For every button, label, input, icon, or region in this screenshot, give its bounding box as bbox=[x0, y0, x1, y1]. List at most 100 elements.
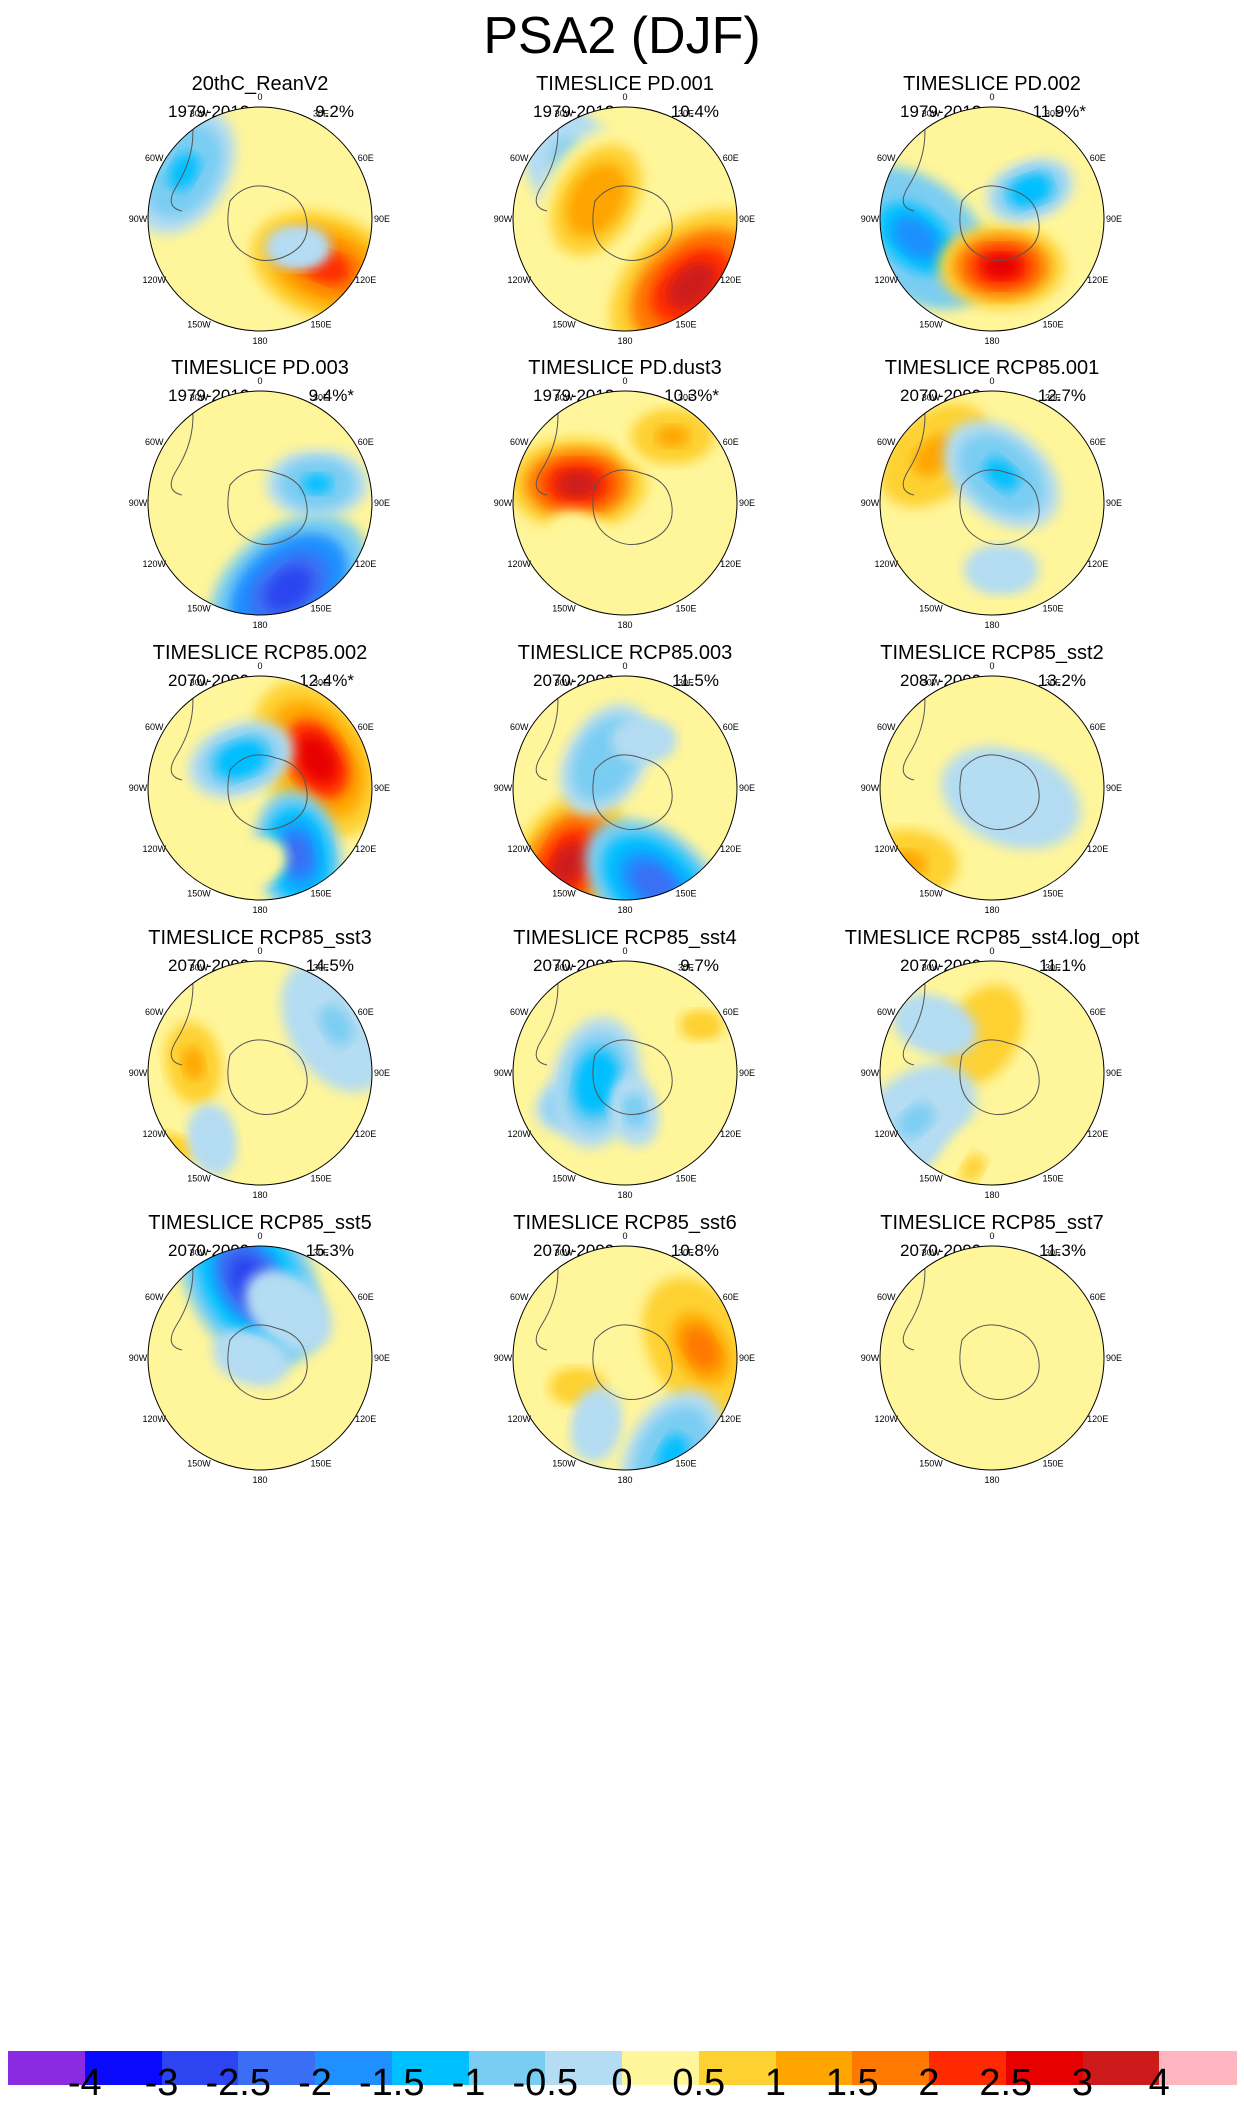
longitude-label: 90E bbox=[374, 783, 390, 793]
anomaly-contour bbox=[687, 1016, 715, 1035]
map-boundary bbox=[879, 106, 1105, 332]
coastline bbox=[902, 962, 926, 1066]
polar-map: 0 30E 60E 90E 120E 150E 180 150W 120W 90W 60W 30W bbox=[129, 946, 390, 1200]
longitude-label: 150E bbox=[1042, 889, 1063, 899]
longitude-label: 150W bbox=[919, 1174, 943, 1184]
longitude-label: 0 bbox=[257, 376, 262, 386]
longitude-label: 30W bbox=[555, 677, 574, 687]
anomaly-contour bbox=[582, 1062, 610, 1103]
map-boundary bbox=[512, 390, 738, 616]
longitude-label: 180 bbox=[617, 620, 632, 630]
anomaly-contour bbox=[667, 262, 717, 309]
colorbar-swatch bbox=[545, 2051, 623, 2085]
longitude-label: 120W bbox=[508, 1129, 532, 1139]
longitude-label: 60W bbox=[510, 1292, 529, 1302]
map-panel: TIMESLICE RCP85_sst2 2087-2099 13.2% 0 30E 60… bbox=[792, 641, 1192, 1041]
polar-map: 0 30E 60E 90E 120E 150E 180 150W 120W 90W 60W 30W bbox=[861, 1231, 1122, 1485]
longitude-label: 30W bbox=[190, 962, 209, 972]
anomaly-contour bbox=[550, 842, 586, 886]
panel-title: TIMESLICE RCP85_sst4 bbox=[513, 927, 737, 949]
longitude-label: 30W bbox=[922, 962, 941, 972]
colorbar-tick-label: 0.5 bbox=[672, 2062, 726, 2104]
colorbar-swatch bbox=[391, 2051, 469, 2085]
longitude-label: 90E bbox=[1106, 1068, 1122, 1078]
coastline bbox=[170, 392, 194, 496]
longitude-label: 90W bbox=[129, 1068, 148, 1078]
longitude-label: 0 bbox=[257, 92, 262, 102]
longitude-label: 0 bbox=[989, 376, 994, 386]
longitude-label: 150E bbox=[1042, 1459, 1063, 1469]
map-panel: TIMESLICE PD.002 1979-2012 11.9%* 0 30E 60E 90… bbox=[792, 72, 1192, 472]
panel-variance: 12.7% bbox=[1037, 386, 1086, 405]
longitude-label: 60W bbox=[510, 1007, 529, 1017]
longitude-label: 90W bbox=[129, 1353, 148, 1363]
longitude-label: 120W bbox=[875, 844, 899, 854]
panel-variance: 9.2% bbox=[315, 102, 354, 121]
longitude-label: 60W bbox=[145, 437, 164, 447]
longitude-label: 150W bbox=[919, 889, 943, 899]
longitude-label: 30W bbox=[190, 1247, 209, 1257]
colorbar-swatch bbox=[1005, 2051, 1083, 2085]
coastline bbox=[535, 677, 559, 781]
longitude-label: 30E bbox=[678, 962, 694, 972]
colorbar-swatch bbox=[622, 2051, 700, 2085]
longitude-label: 150W bbox=[187, 604, 211, 614]
map-panel: TIMESLICE RCP85_sst4 2070-2099 9.7% 0 30E 60E… bbox=[425, 926, 825, 1326]
longitude-label: 30E bbox=[313, 677, 329, 687]
coastline bbox=[170, 1247, 194, 1351]
longitude-label: 30E bbox=[1045, 392, 1061, 402]
longitude-label: 30W bbox=[190, 392, 209, 402]
colorbar-tick-label: -1 bbox=[451, 2062, 486, 2104]
anomaly-contour bbox=[264, 566, 313, 611]
longitude-label: 120W bbox=[508, 844, 532, 854]
longitude-label: 120E bbox=[1087, 1414, 1108, 1424]
colorbar-swatch bbox=[775, 2051, 853, 2085]
anomaly-contour bbox=[574, 538, 600, 563]
longitude-label: 60E bbox=[723, 437, 739, 447]
longitude-label: 180 bbox=[252, 336, 267, 346]
longitude-label: 0 bbox=[257, 1231, 262, 1241]
anomaly-contour bbox=[960, 1153, 985, 1183]
longitude-label: 120E bbox=[355, 1129, 376, 1139]
map-boundary bbox=[879, 390, 1105, 616]
map-boundary bbox=[879, 1245, 1105, 1471]
coastline bbox=[592, 469, 673, 545]
longitude-label: 60E bbox=[1090, 1292, 1106, 1302]
longitude-label: 180 bbox=[984, 620, 999, 630]
longitude-label: 180 bbox=[617, 336, 632, 346]
longitude-label: 0 bbox=[622, 661, 627, 671]
longitude-label: 90E bbox=[739, 1353, 755, 1363]
longitude-label: 150E bbox=[310, 320, 331, 330]
longitude-label: 0 bbox=[257, 661, 262, 671]
anomaly-contour bbox=[1018, 713, 1042, 729]
map-boundary bbox=[147, 960, 373, 1186]
longitude-label: 60E bbox=[723, 1292, 739, 1302]
longitude-label: 90E bbox=[374, 498, 390, 508]
longitude-label: 60E bbox=[1090, 722, 1106, 732]
polar-map: 0 30E 60E 90E 120E 150E 180 150W 120W 90W 60W 30W bbox=[494, 376, 755, 630]
longitude-label: 30E bbox=[678, 677, 694, 687]
longitude-label: 150W bbox=[919, 604, 943, 614]
colorbar-tick-label: 3 bbox=[1071, 2062, 1094, 2104]
longitude-label: 60W bbox=[877, 722, 896, 732]
longitude-label: 120W bbox=[875, 559, 899, 569]
longitude-label: 150W bbox=[187, 1174, 211, 1184]
longitude-label: 60E bbox=[358, 437, 374, 447]
map-boundary bbox=[512, 1245, 738, 1471]
longitude-label: 120E bbox=[355, 559, 376, 569]
longitude-label: 60E bbox=[1090, 1007, 1106, 1017]
longitude-label: 180 bbox=[984, 905, 999, 915]
polar-map: 0 30E 60E 90E 120E 150E 180 150W 120W 90W 60W 30W bbox=[494, 946, 755, 1200]
longitude-label: 150W bbox=[552, 604, 576, 614]
longitude-label: 120E bbox=[355, 275, 376, 285]
anomaly-contour bbox=[990, 782, 1032, 813]
longitude-label: 60W bbox=[510, 437, 529, 447]
longitude-label: 60E bbox=[1090, 153, 1106, 163]
longitude-label: 30E bbox=[313, 962, 329, 972]
longitude-label: 90W bbox=[861, 1068, 880, 1078]
map-boundary bbox=[512, 960, 738, 1186]
longitude-label: 120E bbox=[720, 1129, 741, 1139]
colorbar-swatch bbox=[84, 2051, 162, 2085]
anomaly-contour bbox=[58, 78, 158, 190]
panel-variance: 12.4%* bbox=[299, 671, 354, 690]
